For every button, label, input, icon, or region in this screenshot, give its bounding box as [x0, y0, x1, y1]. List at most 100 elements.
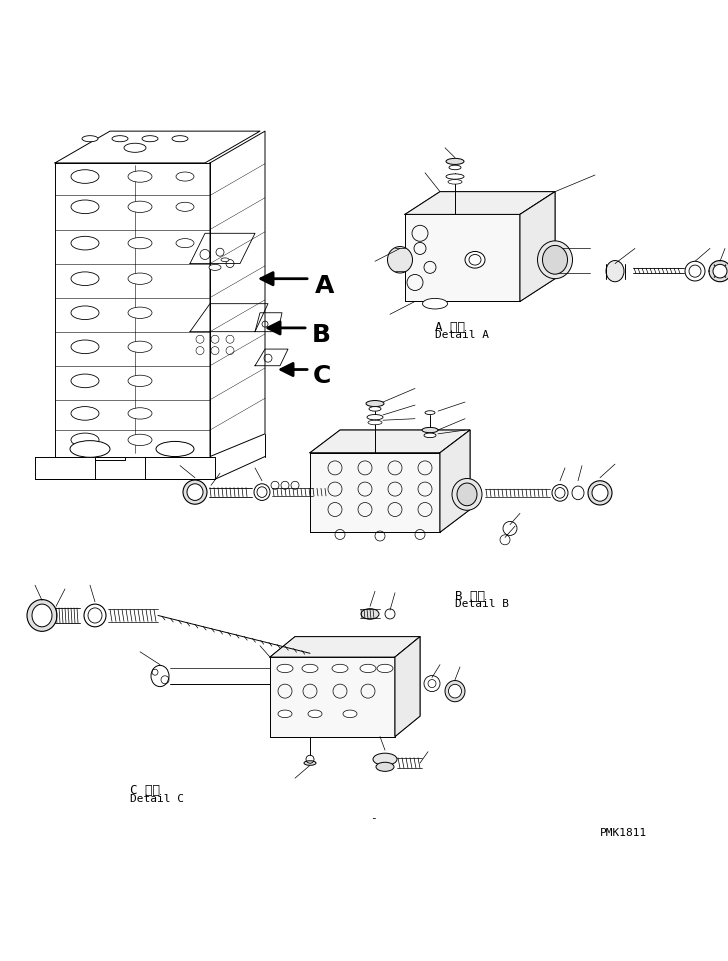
Ellipse shape: [112, 136, 128, 142]
Text: A 詳細: A 詳細: [435, 321, 465, 334]
Ellipse shape: [151, 666, 169, 687]
Ellipse shape: [592, 485, 608, 502]
Ellipse shape: [713, 265, 727, 279]
Text: -: -: [370, 812, 377, 823]
Text: B 詳細: B 詳細: [455, 589, 485, 603]
Ellipse shape: [187, 484, 203, 501]
Ellipse shape: [71, 375, 99, 388]
Ellipse shape: [465, 252, 485, 269]
Text: Detail B: Detail B: [455, 599, 509, 608]
Ellipse shape: [542, 246, 568, 275]
Ellipse shape: [71, 170, 99, 185]
Ellipse shape: [448, 684, 462, 699]
Ellipse shape: [304, 761, 316, 766]
Ellipse shape: [469, 256, 481, 266]
Ellipse shape: [572, 486, 584, 500]
Ellipse shape: [257, 487, 267, 498]
Ellipse shape: [71, 340, 99, 355]
Ellipse shape: [128, 274, 152, 285]
Ellipse shape: [128, 376, 152, 387]
Ellipse shape: [176, 173, 194, 182]
Ellipse shape: [445, 680, 465, 702]
Ellipse shape: [302, 665, 318, 673]
Ellipse shape: [537, 241, 572, 280]
Ellipse shape: [366, 401, 384, 407]
Ellipse shape: [452, 479, 482, 510]
Text: Detail A: Detail A: [435, 330, 489, 340]
Ellipse shape: [156, 442, 194, 457]
Ellipse shape: [552, 485, 568, 502]
Polygon shape: [405, 215, 520, 302]
Ellipse shape: [183, 480, 207, 505]
Ellipse shape: [376, 762, 394, 772]
Ellipse shape: [373, 753, 397, 766]
Ellipse shape: [278, 710, 292, 718]
Ellipse shape: [361, 609, 379, 620]
Polygon shape: [270, 657, 395, 737]
Text: C 詳細: C 詳細: [130, 783, 160, 797]
Ellipse shape: [176, 203, 194, 212]
Ellipse shape: [128, 408, 152, 420]
Ellipse shape: [128, 308, 152, 319]
Polygon shape: [395, 637, 420, 737]
Ellipse shape: [685, 262, 705, 282]
Ellipse shape: [71, 407, 99, 421]
Ellipse shape: [27, 600, 57, 631]
Polygon shape: [520, 192, 555, 302]
Ellipse shape: [71, 273, 99, 286]
Text: B: B: [312, 323, 331, 347]
Ellipse shape: [71, 307, 99, 320]
Ellipse shape: [448, 181, 462, 185]
Ellipse shape: [369, 407, 381, 411]
Ellipse shape: [367, 415, 383, 420]
Ellipse shape: [277, 665, 293, 673]
Ellipse shape: [176, 239, 194, 248]
Ellipse shape: [446, 160, 464, 165]
Ellipse shape: [172, 136, 188, 142]
Ellipse shape: [332, 665, 348, 673]
Ellipse shape: [425, 411, 435, 415]
Ellipse shape: [689, 266, 701, 278]
Ellipse shape: [449, 166, 461, 170]
Ellipse shape: [128, 172, 152, 183]
Ellipse shape: [128, 202, 152, 213]
Polygon shape: [440, 431, 470, 532]
Polygon shape: [270, 637, 420, 657]
Text: PMK1811: PMK1811: [600, 827, 647, 837]
Ellipse shape: [377, 665, 393, 673]
Ellipse shape: [128, 434, 152, 446]
Polygon shape: [405, 192, 555, 215]
Ellipse shape: [209, 265, 221, 271]
Ellipse shape: [82, 136, 98, 142]
Ellipse shape: [32, 604, 52, 628]
Ellipse shape: [254, 484, 270, 501]
Ellipse shape: [71, 201, 99, 214]
Ellipse shape: [128, 342, 152, 353]
Ellipse shape: [343, 710, 357, 718]
Ellipse shape: [360, 665, 376, 673]
Ellipse shape: [606, 261, 624, 283]
Ellipse shape: [709, 261, 728, 283]
Ellipse shape: [221, 259, 229, 262]
Ellipse shape: [422, 299, 448, 309]
Text: Detail C: Detail C: [130, 793, 184, 802]
Ellipse shape: [555, 488, 565, 499]
Ellipse shape: [84, 604, 106, 628]
Ellipse shape: [142, 136, 158, 142]
Ellipse shape: [424, 433, 436, 438]
Ellipse shape: [308, 710, 322, 718]
Ellipse shape: [457, 483, 477, 506]
Ellipse shape: [124, 144, 146, 153]
Polygon shape: [310, 454, 440, 532]
Ellipse shape: [71, 237, 99, 251]
Ellipse shape: [88, 608, 102, 624]
Ellipse shape: [128, 238, 152, 250]
Text: C: C: [313, 363, 331, 387]
Ellipse shape: [588, 481, 612, 505]
Ellipse shape: [70, 441, 110, 457]
Ellipse shape: [422, 428, 438, 433]
Ellipse shape: [387, 247, 413, 274]
Ellipse shape: [368, 421, 382, 426]
Polygon shape: [310, 431, 470, 454]
Ellipse shape: [71, 433, 99, 447]
